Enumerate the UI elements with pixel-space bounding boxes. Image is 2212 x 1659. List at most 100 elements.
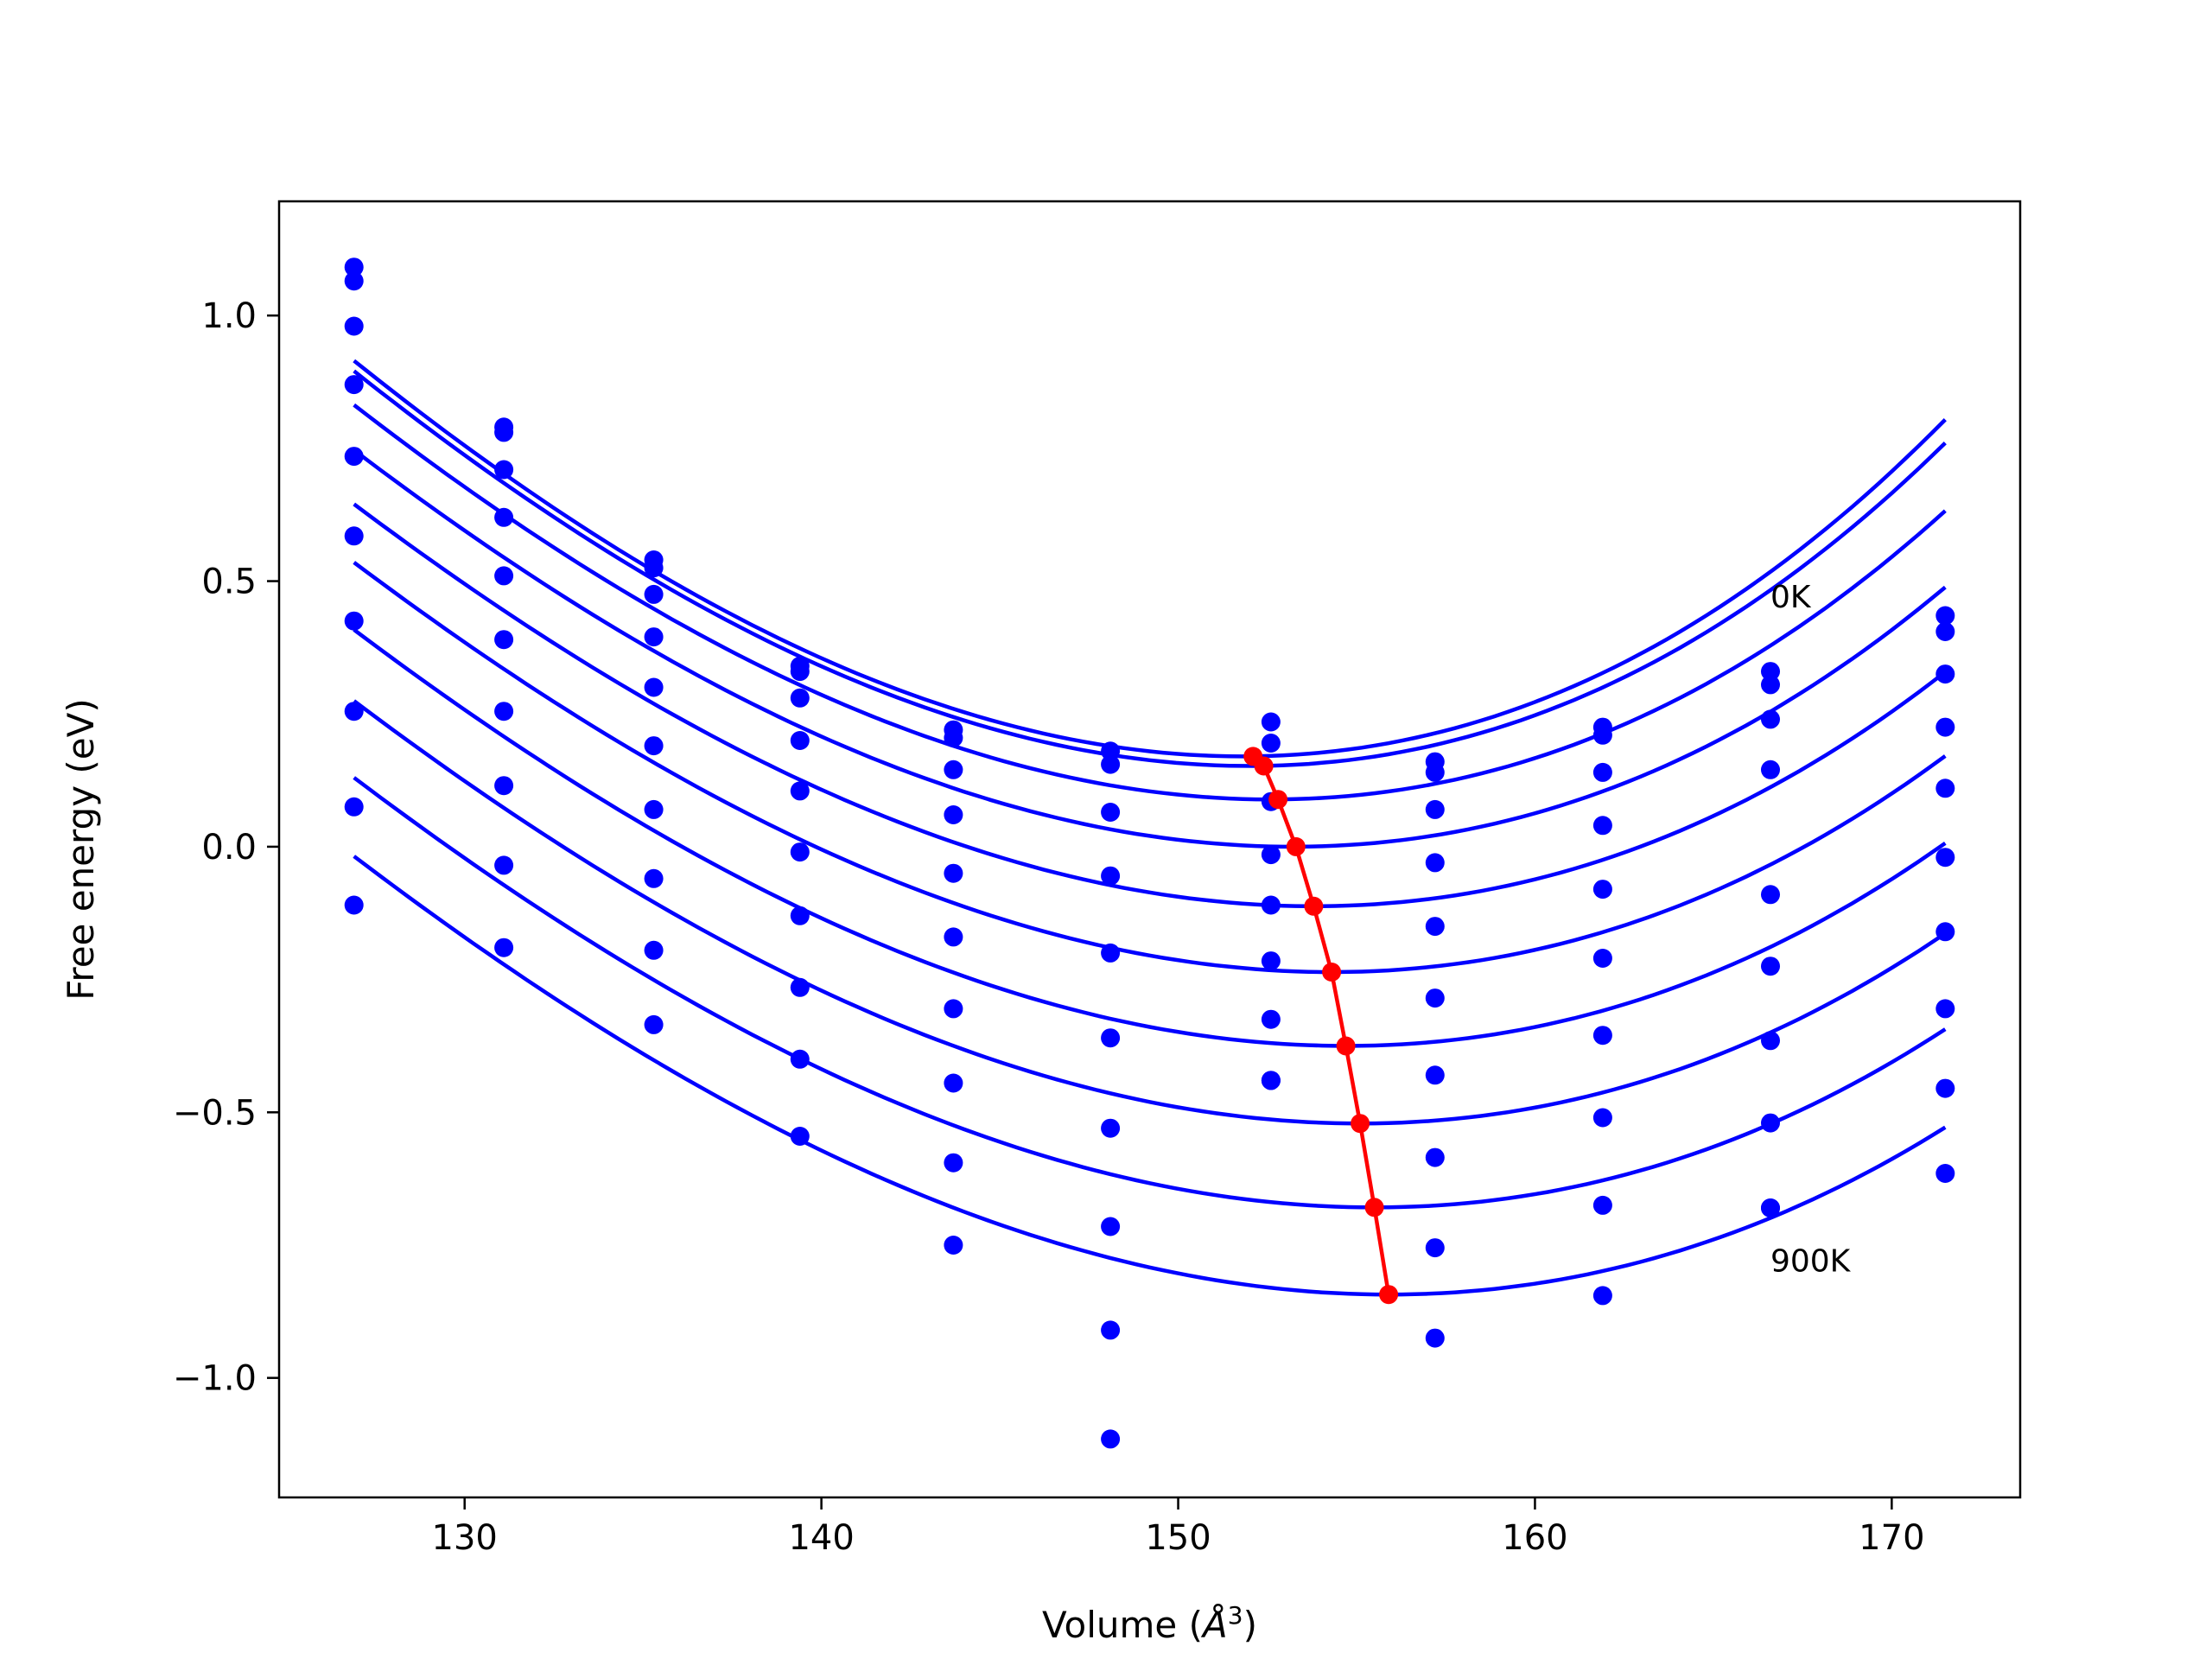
data-point-500K-6 bbox=[1261, 951, 1281, 971]
minimum-point-6 bbox=[1336, 1036, 1356, 1056]
data-point-500K-7 bbox=[1425, 988, 1445, 1008]
data-point-300K-0 bbox=[344, 375, 364, 395]
curve-annotations: 0K 900K bbox=[1770, 580, 1852, 1279]
minimum-point-5 bbox=[1322, 963, 1342, 982]
data-point-300K-3 bbox=[790, 731, 810, 750]
data-point-900K-4 bbox=[944, 1236, 963, 1255]
data-point-800K-2 bbox=[644, 940, 664, 960]
data-point-100K-3 bbox=[790, 662, 810, 682]
data-point-100K-0 bbox=[344, 271, 364, 291]
data-point-700K-4 bbox=[944, 1073, 963, 1093]
data-point-200K-4 bbox=[944, 760, 963, 779]
minimum-point-2 bbox=[1268, 790, 1288, 810]
data-point-900K-9 bbox=[1761, 1198, 1780, 1217]
data-point-100K-6 bbox=[1261, 734, 1281, 753]
data-point-500K-0 bbox=[344, 526, 364, 546]
minimum-point-7 bbox=[1351, 1114, 1370, 1134]
fit-curve-300K bbox=[353, 448, 1947, 849]
x-axis-label-power: 3 bbox=[1228, 1601, 1243, 1630]
data-point-300K-6 bbox=[1261, 845, 1281, 865]
data-point-400K-8 bbox=[1592, 880, 1612, 899]
data-point-400K-0 bbox=[344, 447, 364, 467]
data-point-300K-8 bbox=[1592, 816, 1612, 836]
data-point-700K-8 bbox=[1592, 1108, 1612, 1128]
data-point-600K-0 bbox=[344, 611, 364, 631]
fit-curve-400K bbox=[353, 502, 1947, 909]
data-point-100K-1 bbox=[494, 423, 514, 442]
data-point-600K-6 bbox=[1261, 1009, 1281, 1029]
data-point-200K-2 bbox=[644, 584, 664, 604]
data-point-700K-7 bbox=[1425, 1147, 1445, 1167]
data-point-400K-1 bbox=[494, 566, 514, 586]
y-tick-label--0.5: −0.5 bbox=[173, 1093, 257, 1133]
data-point-700K-10 bbox=[1936, 999, 1955, 1019]
x-axis-label-unit: Å bbox=[1200, 1603, 1228, 1646]
data-point-400K-2 bbox=[644, 677, 664, 697]
data-point-100K-5 bbox=[1101, 754, 1121, 774]
data-point-600K-8 bbox=[1592, 1026, 1612, 1046]
data-point-300K-10 bbox=[1936, 717, 1955, 737]
data-point-700K-3 bbox=[790, 977, 810, 997]
data-point-200K-8 bbox=[1592, 762, 1612, 782]
data-point-600K-4 bbox=[944, 999, 963, 1019]
data-point-700K-2 bbox=[644, 868, 664, 888]
data-point-200K-7 bbox=[1425, 799, 1445, 819]
data-point-800K-7 bbox=[1425, 1238, 1445, 1258]
data-point-300K-9 bbox=[1761, 760, 1780, 779]
x-tick-label-170: 170 bbox=[1859, 1518, 1924, 1558]
y-tick-label-0.5: 0.5 bbox=[201, 563, 257, 602]
data-point-0K-0 bbox=[344, 257, 364, 277]
data-point-100K-7 bbox=[1425, 762, 1445, 782]
plot-marks bbox=[344, 257, 1955, 1449]
minimum-point-8 bbox=[1364, 1198, 1384, 1217]
data-point-900K-1 bbox=[494, 938, 514, 957]
minimum-point-4 bbox=[1304, 896, 1324, 916]
data-point-500K-2 bbox=[644, 736, 664, 756]
y-tick-label-1: 1.0 bbox=[201, 296, 257, 336]
data-point-800K-5 bbox=[1101, 1320, 1121, 1340]
minimum-point-1 bbox=[1254, 756, 1274, 776]
y-tick-label--1: −1.0 bbox=[173, 1359, 257, 1399]
data-point-500K-4 bbox=[944, 927, 963, 947]
axes-frame bbox=[277, 200, 2022, 1499]
data-point-400K-10 bbox=[1936, 779, 1955, 798]
data-point-400K-4 bbox=[944, 863, 963, 883]
minimum-line bbox=[1251, 754, 1391, 1295]
data-point-300K-5 bbox=[1101, 866, 1121, 886]
data-point-300K-1 bbox=[494, 507, 514, 527]
fit-curve-0K bbox=[353, 359, 1947, 759]
y-tick-label-0: 0.0 bbox=[201, 828, 257, 868]
data-point-100K-10 bbox=[1936, 622, 1955, 641]
data-point-600K-3 bbox=[790, 906, 810, 925]
data-point-500K-1 bbox=[494, 630, 514, 650]
fit-curve-900K bbox=[353, 855, 1947, 1297]
axis-ticks: 130 140 150 160 170 −1.0 −0.5 0.0 0.5 1.0 bbox=[173, 296, 1925, 1558]
data-point-500K-5 bbox=[1101, 1028, 1121, 1048]
data-point-800K-10 bbox=[1936, 1078, 1955, 1098]
data-point-500K-10 bbox=[1936, 848, 1955, 868]
annotation-900K: 900K bbox=[1770, 1243, 1852, 1279]
minimum-point-3 bbox=[1286, 836, 1306, 856]
data-point-800K-8 bbox=[1592, 1195, 1612, 1215]
data-point-500K-9 bbox=[1761, 957, 1780, 976]
data-point-800K-0 bbox=[344, 797, 364, 817]
fit-curve-100K bbox=[353, 369, 1947, 768]
data-point-900K-10 bbox=[1936, 1164, 1955, 1183]
x-tick-label-130: 130 bbox=[432, 1518, 498, 1558]
data-point-800K-4 bbox=[944, 1153, 963, 1173]
fit-curve-200K bbox=[353, 403, 1947, 802]
data-point-400K-9 bbox=[1761, 885, 1780, 905]
data-point-500K-8 bbox=[1592, 949, 1612, 968]
data-point-200K-3 bbox=[790, 688, 810, 708]
data-point-900K-2 bbox=[644, 1014, 664, 1034]
data-point-600K-1 bbox=[494, 702, 514, 721]
data-point-900K-3 bbox=[790, 1127, 810, 1146]
data-point-700K-0 bbox=[344, 702, 364, 721]
data-point-900K-6 bbox=[1261, 1071, 1281, 1090]
data-point-100K-9 bbox=[1761, 675, 1780, 695]
data-point-900K-8 bbox=[1592, 1286, 1612, 1306]
x-tick-label-150: 150 bbox=[1145, 1518, 1211, 1558]
data-point-500K-3 bbox=[790, 842, 810, 862]
data-point-800K-1 bbox=[494, 855, 514, 875]
